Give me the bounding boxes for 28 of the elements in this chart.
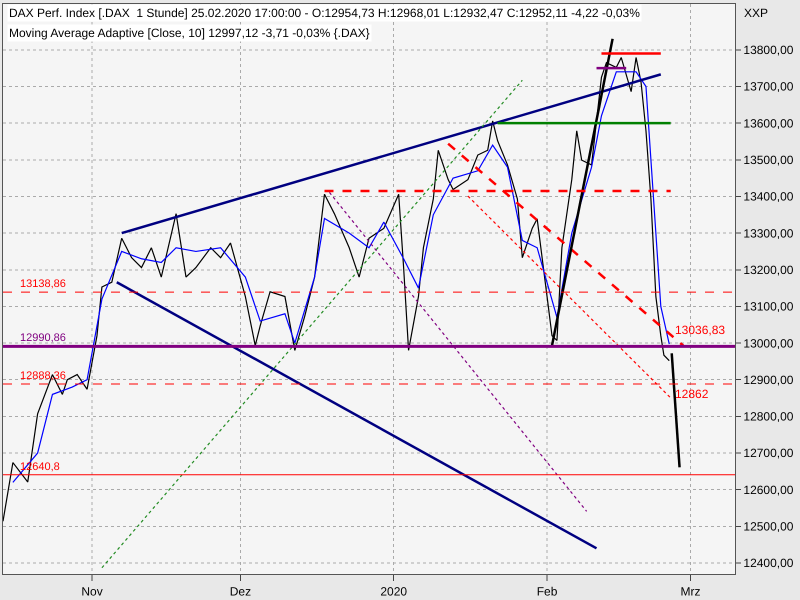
y-tick-label: 12600,00 (743, 482, 794, 497)
y-tick-label: 12700,00 (743, 446, 794, 460)
ref-line-label: 12888,36 (20, 370, 66, 382)
y-tick-label: 13100,00 (743, 300, 794, 314)
x-tick-label: Mrz (680, 584, 700, 598)
y-tick-label: 13200,00 (743, 262, 794, 277)
text: Moving Average Adaptive [Close, 10] 12997,12 -3,71 -0,03% {.DAX} (9, 26, 370, 40)
y-tick-label: 12500,00 (743, 520, 794, 534)
x-tick-label: Nov (81, 584, 103, 598)
annotation: 12862 (675, 387, 709, 401)
y-tick-label: 13700,00 (743, 80, 794, 94)
y-tick-label: 13400,00 (743, 190, 794, 204)
x-tick-label: 2020 (380, 584, 408, 598)
x-tick-label: Feb (536, 584, 558, 598)
y-axis-title: XXP (744, 6, 768, 20)
y-tick-label: 12900,00 (743, 372, 794, 387)
y-tick-label: 13000,00 (743, 336, 794, 350)
annotation: 13036,83 (675, 323, 726, 337)
y-tick-label: 13800,00 (743, 43, 794, 58)
y-tick-label: 13600,00 (743, 116, 794, 130)
x-tick-label: Dez (230, 584, 252, 598)
ref-line-label: 12990,86 (20, 332, 66, 344)
y-tick-label: 12800,00 (743, 410, 794, 424)
chart-title: DAX Perf. Index [.DAX 1 Stunde] 25.02.2020 17:00:00 - O:12954,73 H:12968,01 L:12932,47 C:12952,11 -4,22 -0,03% (9, 6, 640, 20)
y-tick-label: 13500,00 (743, 152, 794, 167)
y-tick-label: 12400,00 (743, 556, 794, 570)
y-tick-label: 13300,00 (743, 226, 794, 240)
ref-line-label: 13138,86 (20, 278, 66, 290)
